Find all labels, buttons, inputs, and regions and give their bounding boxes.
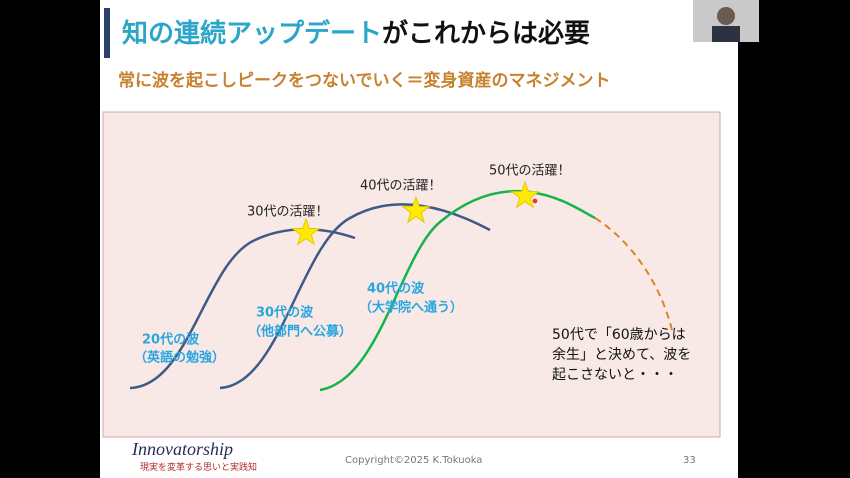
peak-label: 40代の活躍！: [360, 179, 442, 194]
wave-sublabel: （大学院へ通う）: [359, 300, 463, 316]
title-rest: がこれからは必要: [382, 18, 590, 49]
note-line: 余生」と決めて、波を: [552, 346, 691, 363]
webcam-person: [717, 7, 735, 25]
wave-label: 40代の波: [367, 281, 425, 297]
pointer-dot: [531, 197, 539, 205]
wave-label: 30代の波: [256, 305, 314, 321]
note-line: 起こさないと・・・: [552, 367, 678, 383]
note-line: 50代で「60歳からは: [552, 327, 686, 343]
wave-curve: [219, 203, 491, 390]
peak-label: 50代の活躍！: [489, 164, 571, 179]
slide-title: 知の連続アップデートがこれからは必要: [122, 18, 590, 49]
logo: Innovatorship: [131, 439, 233, 459]
wave-curve: [319, 189, 596, 392]
wave-sublabel: （他部門へ公募）: [248, 324, 352, 340]
decline-curve: [594, 217, 673, 331]
wave-sublabel: （英語の勉強）: [134, 350, 225, 366]
diagram-area: [102, 111, 721, 438]
peak-label: 30代の活躍！: [247, 205, 329, 220]
subtitle: 常に波を起こしピークをつないでいく＝変身資産のマネジメント: [118, 70, 611, 91]
page-number: 33: [683, 455, 696, 466]
title-highlight: 知の連続アップデート: [122, 18, 382, 49]
tagline: 現実を変革する思いと実践知: [140, 461, 257, 472]
webcam-person-body: [712, 26, 740, 42]
wave-label: 20代の波: [142, 332, 200, 348]
copyright: Copyright©2025 K.Tokuoka: [345, 455, 482, 466]
title-bar: [104, 8, 110, 58]
